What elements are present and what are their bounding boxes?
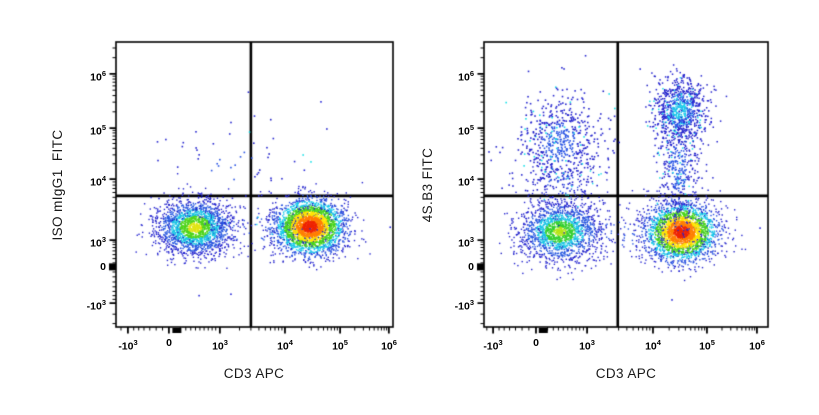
- left-plot-y-axis-title: ISO mIgG1 FITC: [50, 129, 65, 241]
- right-plot-x-axis-title: CD3 APC: [595, 366, 657, 381]
- right-plot-y-axis-title: 4S.B3 FITC: [420, 147, 435, 223]
- left-plot-x-axis-title: CD3 APC: [223, 366, 285, 381]
